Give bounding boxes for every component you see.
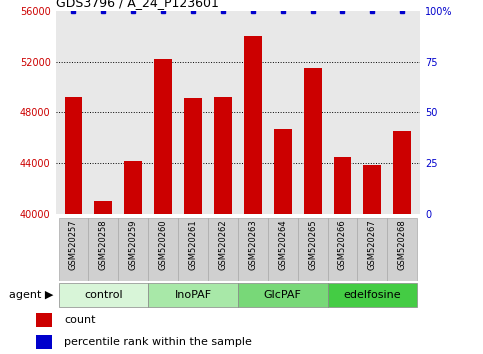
Bar: [363, 165, 382, 214]
Bar: [208, 218, 238, 281]
Bar: [36, 335, 52, 349]
Bar: [184, 98, 202, 214]
Bar: [124, 161, 142, 214]
Bar: [268, 218, 298, 281]
Bar: [88, 218, 118, 281]
Bar: [327, 218, 357, 281]
Bar: [357, 218, 387, 281]
Text: GSM520262: GSM520262: [218, 219, 227, 270]
Bar: [94, 201, 113, 214]
Text: GSM520268: GSM520268: [398, 219, 407, 270]
Bar: [65, 97, 83, 214]
Bar: [274, 129, 292, 214]
Bar: [178, 218, 208, 281]
Text: GSM520260: GSM520260: [158, 219, 168, 270]
Text: GSM520261: GSM520261: [188, 219, 198, 270]
Bar: [148, 283, 238, 307]
Bar: [327, 283, 417, 307]
Bar: [238, 218, 268, 281]
Text: GSM520266: GSM520266: [338, 219, 347, 270]
Text: agent ▶: agent ▶: [9, 290, 53, 300]
Text: edelfosine: edelfosine: [343, 290, 401, 300]
Bar: [148, 218, 178, 281]
Bar: [393, 131, 411, 214]
Text: count: count: [64, 315, 96, 325]
Text: GSM520267: GSM520267: [368, 219, 377, 270]
Text: GSM520258: GSM520258: [99, 219, 108, 270]
Text: InoPAF: InoPAF: [174, 290, 212, 300]
Bar: [298, 218, 327, 281]
Bar: [214, 97, 232, 214]
Bar: [58, 218, 88, 281]
Bar: [334, 157, 352, 214]
Bar: [118, 218, 148, 281]
Text: GSM520265: GSM520265: [308, 219, 317, 270]
Text: GSM520264: GSM520264: [278, 219, 287, 270]
Text: GlcPAF: GlcPAF: [264, 290, 302, 300]
Text: GSM520263: GSM520263: [248, 219, 257, 270]
Bar: [154, 59, 172, 214]
Bar: [238, 283, 327, 307]
Bar: [387, 218, 417, 281]
Text: control: control: [84, 290, 123, 300]
Text: GDS3796 / A_24_P123601: GDS3796 / A_24_P123601: [56, 0, 218, 10]
Bar: [304, 68, 322, 214]
Bar: [36, 313, 52, 327]
Text: GSM520259: GSM520259: [129, 219, 138, 270]
Text: GSM520257: GSM520257: [69, 219, 78, 270]
Bar: [244, 36, 262, 214]
Text: percentile rank within the sample: percentile rank within the sample: [64, 337, 252, 347]
Bar: [58, 283, 148, 307]
